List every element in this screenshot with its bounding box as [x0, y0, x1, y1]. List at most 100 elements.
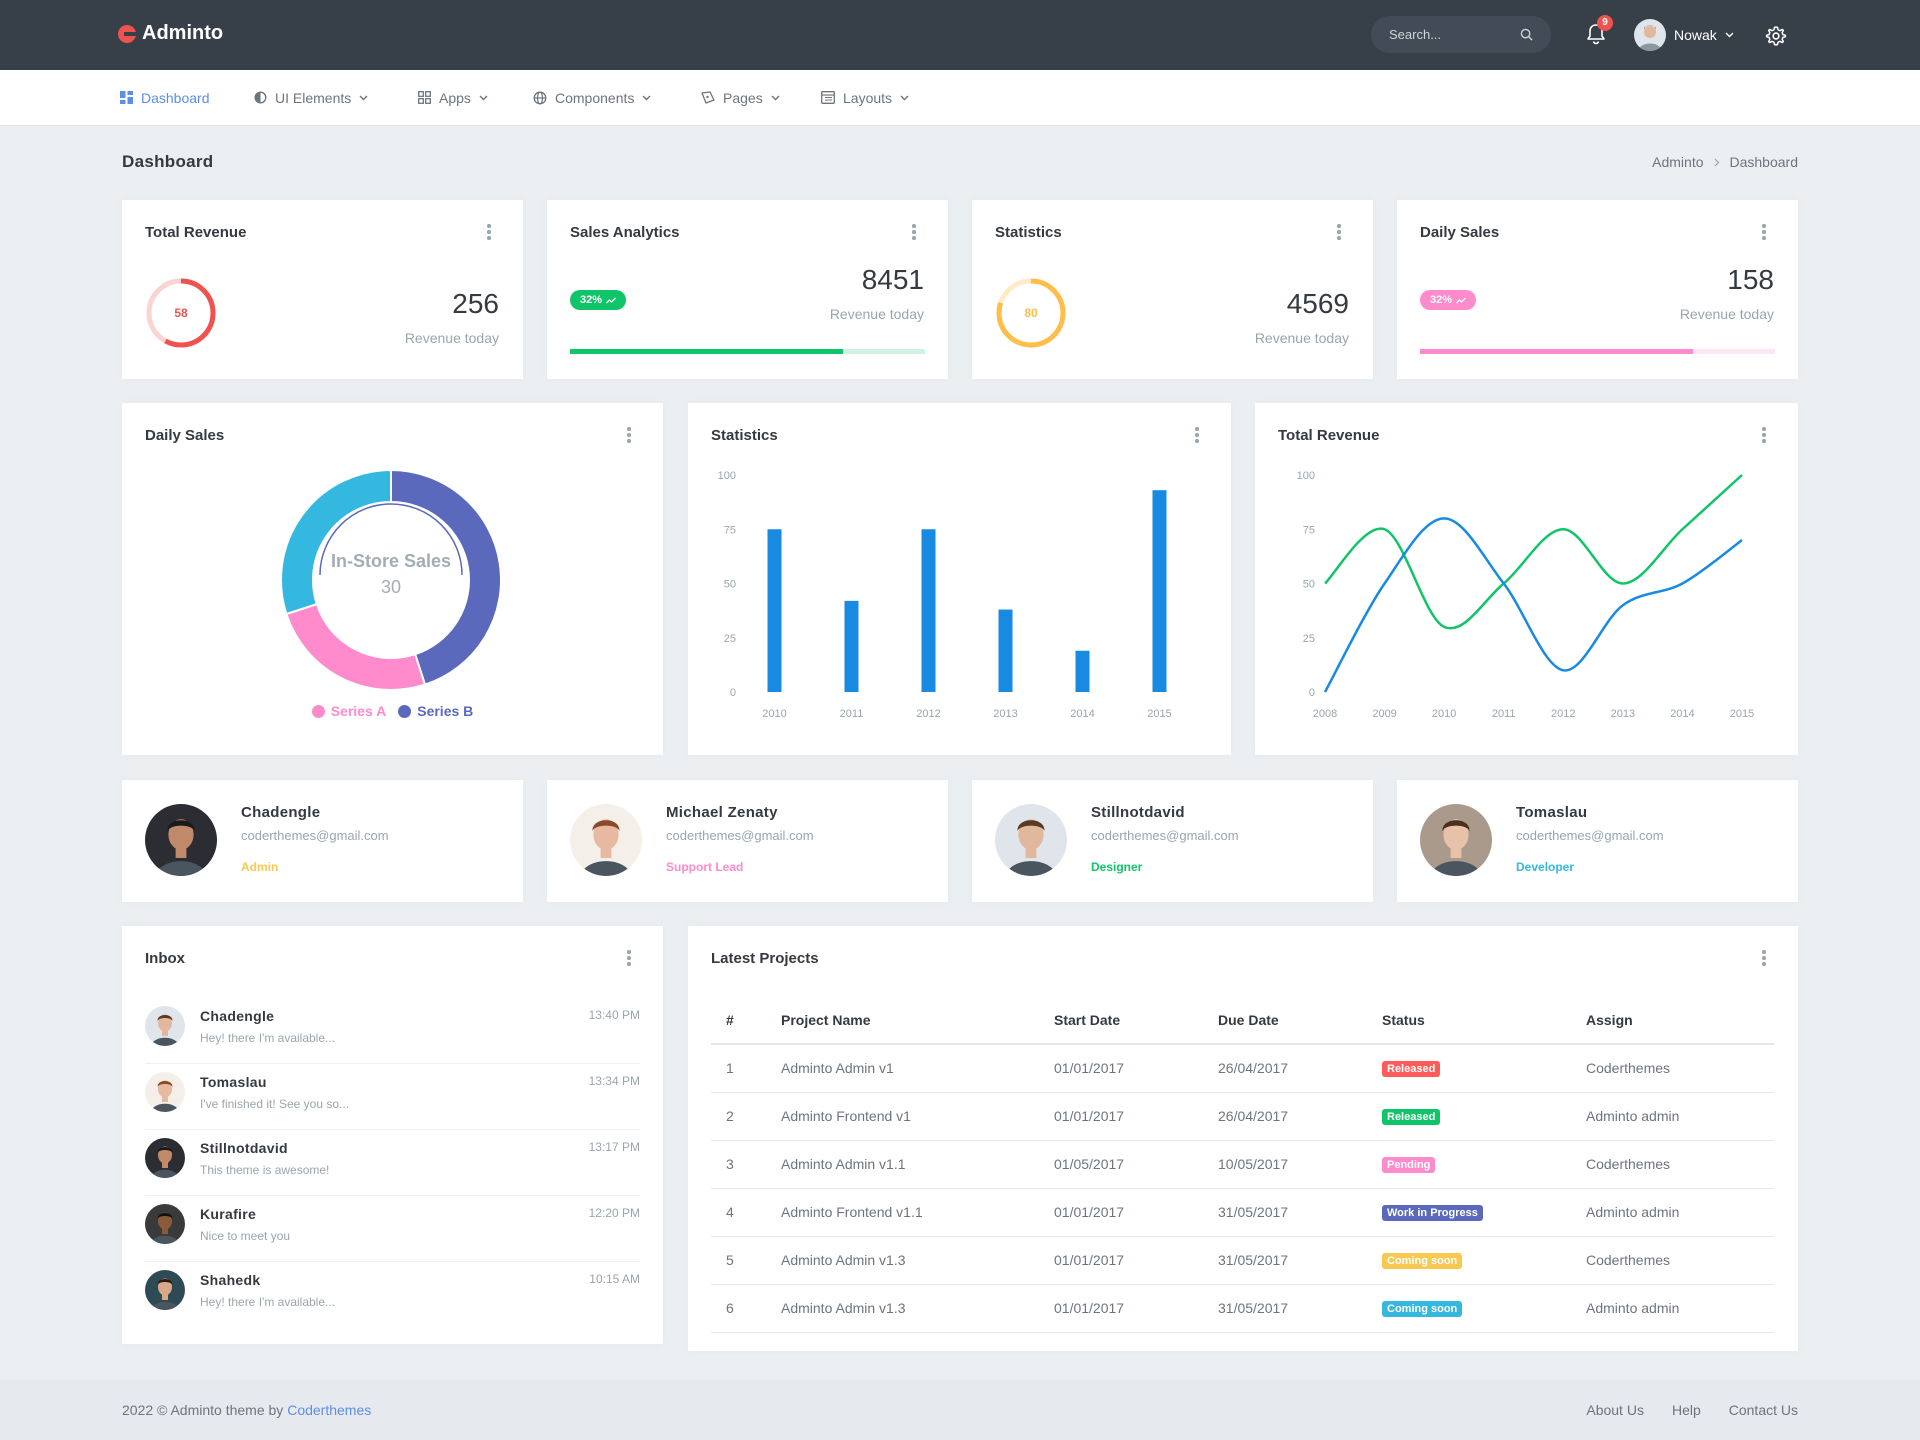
bar[interactable]	[844, 600, 859, 692]
card-title: Statistics	[711, 427, 778, 444]
project-status-cell: Pending	[1367, 1140, 1571, 1189]
inbox-item[interactable]: Tomaslau I've finished it! See you so... 1…	[145, 1064, 640, 1130]
footer-link-about[interactable]: About Us	[1586, 1402, 1644, 1418]
logo[interactable]: Adminto	[118, 22, 223, 45]
nav-item-apps[interactable]: Apps	[418, 70, 488, 125]
table-row[interactable]: 1 Adminto Admin v1 01/01/2017 26/04/2017 Rel…	[711, 1044, 1774, 1093]
more-vertical-icon[interactable]	[487, 224, 491, 240]
nav-label: Pages	[723, 89, 763, 106]
bar[interactable]	[767, 529, 782, 692]
card-title: Daily Sales	[1420, 224, 1500, 241]
sender-name: Kurafire	[200, 1206, 257, 1222]
footer-link-help[interactable]: Help	[1671, 1402, 1701, 1418]
project-num: 4	[711, 1188, 766, 1237]
author-link[interactable]: Coderthemes	[287, 1402, 372, 1418]
card-title: Latest Projects	[711, 950, 819, 967]
inbox-item[interactable]: Kurafire Nice to meet you 12:20 PM	[145, 1196, 640, 1262]
search-icon[interactable]	[1520, 28, 1533, 41]
x-tick-label: 2012	[916, 708, 940, 720]
breadcrumb: Adminto Dashboard	[1652, 154, 1798, 170]
inbox-item[interactable]: Stillnotdavid This theme is awesome! 13:17…	[145, 1130, 640, 1196]
nav-item-dashboard[interactable]: Dashboard	[120, 70, 210, 125]
avatar	[145, 1006, 185, 1046]
more-vertical-icon[interactable]	[912, 224, 916, 240]
status-badge: Released	[1382, 1109, 1441, 1125]
user-menu[interactable]: Nowak	[1634, 19, 1734, 51]
bar[interactable]	[998, 609, 1013, 692]
topbar: Adminto 9 Nowak	[0, 0, 1920, 70]
inbox-item[interactable]: Chadengle Hey! there I'm available... 13:4…	[145, 998, 640, 1064]
profile-card[interactable]: Stillnotdavid coderthemes@gmail.com Design…	[972, 780, 1373, 902]
chevron-down-icon	[479, 95, 488, 100]
nav-item-pages[interactable]: Pages	[701, 70, 780, 125]
breadcrumb-item[interactable]: Adminto	[1652, 154, 1704, 170]
line-chart: 0 25 50 75 100 2008 2009 2010 2011 2012 2013 2014 20…	[1297, 470, 1755, 720]
more-vertical-icon[interactable]	[1762, 224, 1766, 240]
bar[interactable]	[1075, 650, 1090, 692]
status-badge: Work in Progress	[1382, 1205, 1483, 1221]
more-vertical-icon[interactable]	[1762, 427, 1766, 443]
nav-item-components[interactable]: Components	[533, 70, 651, 125]
bar[interactable]	[921, 529, 936, 692]
profile-card[interactable]: Chadengle coderthemes@gmail.com Admin	[122, 780, 523, 902]
table-row[interactable]: 6 Adminto Admin v1.3 01/01/2017 31/05/2017 C…	[711, 1284, 1774, 1333]
message-time: 12:20 PM	[588, 1206, 640, 1220]
profile-card[interactable]: Michael Zenaty coderthemes@gmail.com Suppo…	[547, 780, 948, 902]
inbox-card: Inbox Chadengle Hey! there I'm available.…	[122, 926, 663, 1344]
project-status-cell: Coming soon	[1367, 1236, 1571, 1285]
table-row[interactable]: 2 Adminto Frontend v1 01/01/2017 26/04/2017…	[711, 1092, 1774, 1141]
more-vertical-icon[interactable]	[1195, 427, 1199, 443]
sender-name: Tomaslau	[200, 1074, 267, 1090]
projects-table: # Project Name Start Date Due Date Statu…	[711, 996, 1774, 1333]
more-vertical-icon[interactable]	[627, 950, 631, 966]
x-tick-label: 2014	[1670, 708, 1694, 720]
project-assign: Coderthemes	[1571, 1236, 1774, 1285]
legend-item[interactable]: Series A	[311, 703, 386, 719]
x-tick-label: 2015	[1730, 708, 1754, 720]
more-vertical-icon[interactable]	[1762, 950, 1766, 966]
profile-card[interactable]: Tomaslau coderthemes@gmail.com Developer	[1397, 780, 1798, 902]
column-header: Assign	[1571, 996, 1774, 1045]
gear-icon[interactable]	[1765, 25, 1787, 47]
project-name: Adminto Admin v1.3	[766, 1284, 1039, 1333]
donut-slice[interactable]	[285, 602, 427, 691]
breadcrumb-item: Dashboard	[1729, 154, 1799, 170]
donut-slice[interactable]	[280, 468, 392, 616]
profile-name: Michael Zenaty	[666, 804, 778, 821]
project-assign: Coderthemes	[1571, 1044, 1774, 1093]
x-tick-label: 2011	[840, 708, 864, 720]
nav-item-layouts[interactable]: Layouts	[821, 70, 909, 125]
trend-value: 32%	[1430, 294, 1453, 306]
card-title: Total Revenue	[145, 224, 247, 241]
project-due: 31/05/2017	[1203, 1188, 1367, 1237]
avatar	[145, 1204, 185, 1244]
bar[interactable]	[1152, 490, 1167, 692]
legend-item[interactable]: Series B	[398, 703, 473, 719]
project-status-cell: Released	[1367, 1092, 1571, 1141]
project-start: 01/01/2017	[1039, 1284, 1203, 1333]
trending-up-icon	[1456, 297, 1466, 303]
table-row[interactable]: 3 Adminto Admin v1.1 01/05/2017 10/05/2017 P…	[711, 1140, 1774, 1189]
profile-name: Chadengle	[241, 804, 321, 821]
card-title: Total Revenue	[1278, 427, 1380, 444]
progress-ring: 80	[996, 278, 1066, 348]
copyright-text: 2022 © Adminto theme by	[122, 1402, 284, 1418]
project-start: 01/01/2017	[1039, 1092, 1203, 1141]
chevron-right-icon	[1714, 158, 1719, 166]
more-vertical-icon[interactable]	[627, 427, 631, 443]
series-line[interactable]	[1323, 517, 1743, 693]
donut-slice[interactable]	[390, 468, 502, 686]
search-input[interactable]	[1389, 27, 1509, 42]
inbox-item[interactable]: Shahedk Hey! there I'm available... 10:15 …	[145, 1262, 640, 1328]
progress-bar	[570, 349, 925, 354]
nav-item-ui-elements[interactable]: UI Elements	[254, 70, 368, 125]
footer-link-contact[interactable]: Contact Us	[1728, 1402, 1798, 1418]
profile-email: coderthemes@gmail.com	[1516, 828, 1664, 843]
table-row[interactable]: 4 Adminto Frontend v1.1 01/01/2017 31/05/20…	[711, 1188, 1774, 1237]
table-row[interactable]: 5 Adminto Admin v1.3 01/01/2017 31/05/2017 C…	[711, 1236, 1774, 1285]
series-line[interactable]	[1324, 474, 1743, 630]
sender-name: Shahedk	[200, 1272, 261, 1288]
more-vertical-icon[interactable]	[1337, 224, 1341, 240]
y-tick-label: 25	[724, 633, 736, 645]
grid-icon	[418, 91, 431, 104]
